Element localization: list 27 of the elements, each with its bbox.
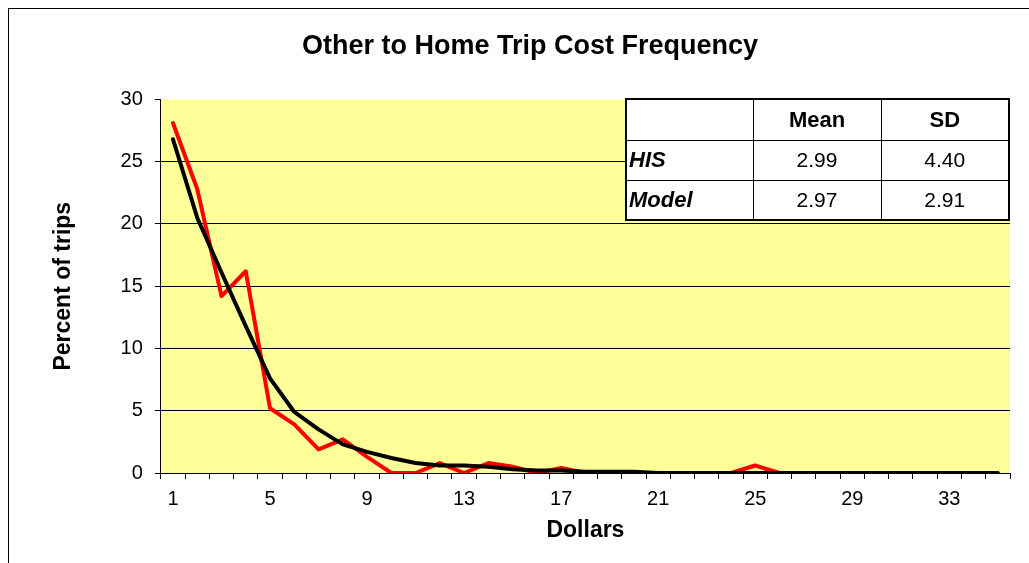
category-label: SD — [881, 99, 1009, 140]
x-tick-label: 21 — [647, 486, 670, 509]
chart-title: Other to Home Trip Cost Frequency — [301, 29, 759, 60]
category-label: Mean — [753, 99, 881, 140]
y-tick-label: 0 — [131, 460, 143, 483]
text: 2.97 — [796, 187, 838, 211]
x-tick-label: 29 — [841, 486, 864, 509]
text: 4.40 — [924, 148, 966, 171]
category-label: HIS — [629, 147, 666, 172]
y-tick-label: 30 — [120, 86, 143, 109]
x-tick-label: 13 — [452, 486, 476, 509]
y-tick-label: 20 — [120, 211, 143, 234]
text: 2.99 — [796, 148, 838, 171]
x-tick-label: 5 — [264, 486, 276, 509]
y-tick-label: 15 — [120, 273, 143, 296]
x-tick-label: 9 — [361, 486, 373, 509]
category-label: Model — [629, 186, 693, 212]
x-tick-label: 17 — [550, 486, 573, 509]
x-tick-label: 25 — [744, 486, 767, 509]
y-tick-label: 25 — [120, 149, 143, 172]
y-axis-title: Percent of trips — [49, 201, 76, 371]
x-tick-label: 1 — [167, 486, 179, 509]
y-tick-label: 5 — [131, 398, 143, 421]
text: 2.91 — [924, 187, 966, 211]
x-tick-label: 33 — [938, 486, 961, 509]
x-axis-title: Dollars — [546, 515, 625, 542]
y-tick-label: 10 — [120, 335, 143, 358]
